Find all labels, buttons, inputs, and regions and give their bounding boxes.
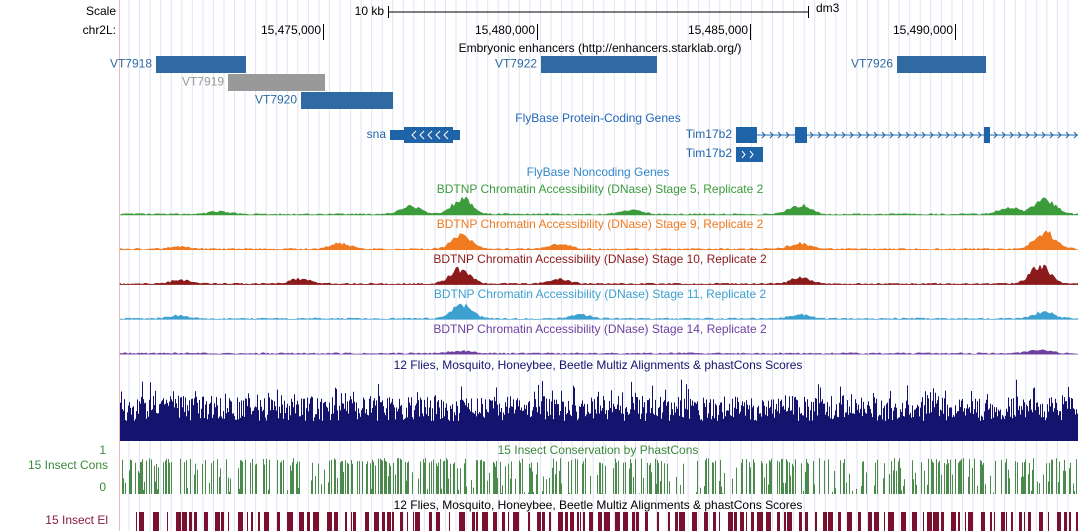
- axis-label: 0: [99, 480, 106, 494]
- scale-bar-label: 10 kb: [355, 4, 385, 18]
- strand-arrow: [419, 130, 425, 140]
- strand-arrow: [833, 131, 838, 139]
- strand-arrow: [435, 130, 441, 140]
- enhancer-label: VT7919: [182, 75, 224, 89]
- strand-arrow: [1057, 131, 1062, 139]
- gene-label: sna: [367, 127, 387, 141]
- track-title: BDTNP Chromatin Accessibility (DNase) St…: [433, 252, 767, 266]
- track-title: 12 Flies, Mosquito, Honeybee, Beetle Mul…: [394, 498, 803, 512]
- strand-arrow: [993, 131, 998, 139]
- strand-arrow: [809, 131, 814, 139]
- ruler-tick-label: 15,485,000: [688, 23, 748, 37]
- enhancer-label: VT7922: [495, 57, 537, 71]
- enhancer-label: VT7918: [110, 57, 152, 71]
- track-title: 15 Insect Conservation by PhastCons: [498, 443, 699, 457]
- enhancer[interactable]: [228, 74, 325, 91]
- enhancer[interactable]: [541, 56, 657, 73]
- track-title: FlyBase Noncoding Genes: [527, 165, 670, 179]
- strand-arrow: [881, 131, 886, 139]
- strand-arrow: [929, 131, 934, 139]
- scale-label: Scale: [86, 4, 116, 18]
- strand-arrow: [1017, 131, 1022, 139]
- strand-arrow: [825, 131, 830, 139]
- track-title: BDTNP Chromatin Accessibility (DNase) St…: [433, 322, 767, 336]
- track-title: BDTNP Chromatin Accessibility (DNase) St…: [437, 182, 764, 196]
- strand-arrow: [977, 131, 982, 139]
- dnase-signal: [119, 230, 1078, 251]
- gene-label: Tim17b2: [686, 127, 733, 141]
- strand-arrow: [741, 150, 754, 159]
- gene-exon: [795, 127, 807, 143]
- conserved-elements: [136, 512, 1078, 531]
- assembly: dm3: [816, 1, 840, 15]
- strand-arrow: [961, 131, 966, 139]
- strand-arrow: [905, 131, 910, 139]
- strand-arrow: [865, 131, 870, 139]
- track-title: 12 Flies, Mosquito, Honeybee, Beetle Mul…: [394, 358, 803, 372]
- strand-arrow: [889, 131, 894, 139]
- strand-arrow: [937, 131, 942, 139]
- enhancer-label: VT7926: [851, 57, 893, 71]
- strand-arrow: [443, 130, 449, 140]
- strand-arrow: [1073, 131, 1078, 139]
- strand-arrow: [761, 131, 766, 139]
- strand-arrow: [1041, 131, 1046, 139]
- strand-arrow: [953, 131, 958, 139]
- dnase-signal: [119, 349, 1078, 355]
- gene-exon: [736, 127, 757, 143]
- enhancer-label: VT7920: [255, 93, 297, 107]
- ruler-tick-label: 15,475,000: [261, 23, 321, 37]
- gene-exon: [984, 127, 990, 143]
- strand-arrow: [1009, 131, 1014, 139]
- strand-arrow: [1025, 131, 1030, 139]
- track-label: 15 Insect Cons: [28, 458, 108, 472]
- strand-arrow: [969, 131, 974, 139]
- dnase-signal: [119, 264, 1078, 285]
- strand-arrow: [769, 131, 774, 139]
- strand-arrow: [897, 131, 902, 139]
- track-title: FlyBase Protein-Coding Genes: [515, 111, 680, 125]
- strand-arrow: [1065, 131, 1070, 139]
- axis-label: 1: [99, 443, 106, 457]
- enhancer[interactable]: [156, 56, 246, 73]
- ruler-tick-label: 15,490,000: [893, 23, 953, 37]
- strand-arrow: [1033, 131, 1038, 139]
- ruler-tick-label: 15,480,000: [475, 23, 535, 37]
- track-title: Embryonic enhancers (http://enhancers.st…: [459, 41, 742, 55]
- enhancer[interactable]: [301, 92, 393, 109]
- strand-arrow: [841, 131, 846, 139]
- track-label: 15 Insect El: [45, 513, 108, 527]
- multiz-signal: [120, 379, 1078, 441]
- chrom-label: chr2L:: [83, 23, 116, 37]
- strand-arrow: [921, 131, 926, 139]
- strand-arrow: [785, 131, 790, 139]
- strand-arrow: [1001, 131, 1006, 139]
- strand-arrow: [913, 131, 918, 139]
- grid: [128, 0, 1069, 531]
- strand-arrow: [945, 131, 950, 139]
- strand-arrow: [411, 130, 417, 140]
- strand-arrow: [777, 131, 782, 139]
- gene-exon: [736, 147, 763, 162]
- dnase-signal: [119, 196, 1078, 216]
- gene-label: Tim17b2: [686, 146, 733, 160]
- dnase-signal: [119, 303, 1078, 320]
- strand-arrow: [849, 131, 854, 139]
- strand-arrow: [857, 131, 862, 139]
- track-title: BDTNP Chromatin Accessibility (DNase) St…: [434, 287, 767, 301]
- strand-arrow: [817, 131, 822, 139]
- strand-arrow: [427, 130, 433, 140]
- track-title: BDTNP Chromatin Accessibility (DNase) St…: [437, 217, 764, 231]
- cons-signal: [122, 458, 1077, 494]
- strand-arrow: [1049, 131, 1054, 139]
- enhancer[interactable]: [897, 56, 986, 73]
- strand-arrow: [873, 131, 878, 139]
